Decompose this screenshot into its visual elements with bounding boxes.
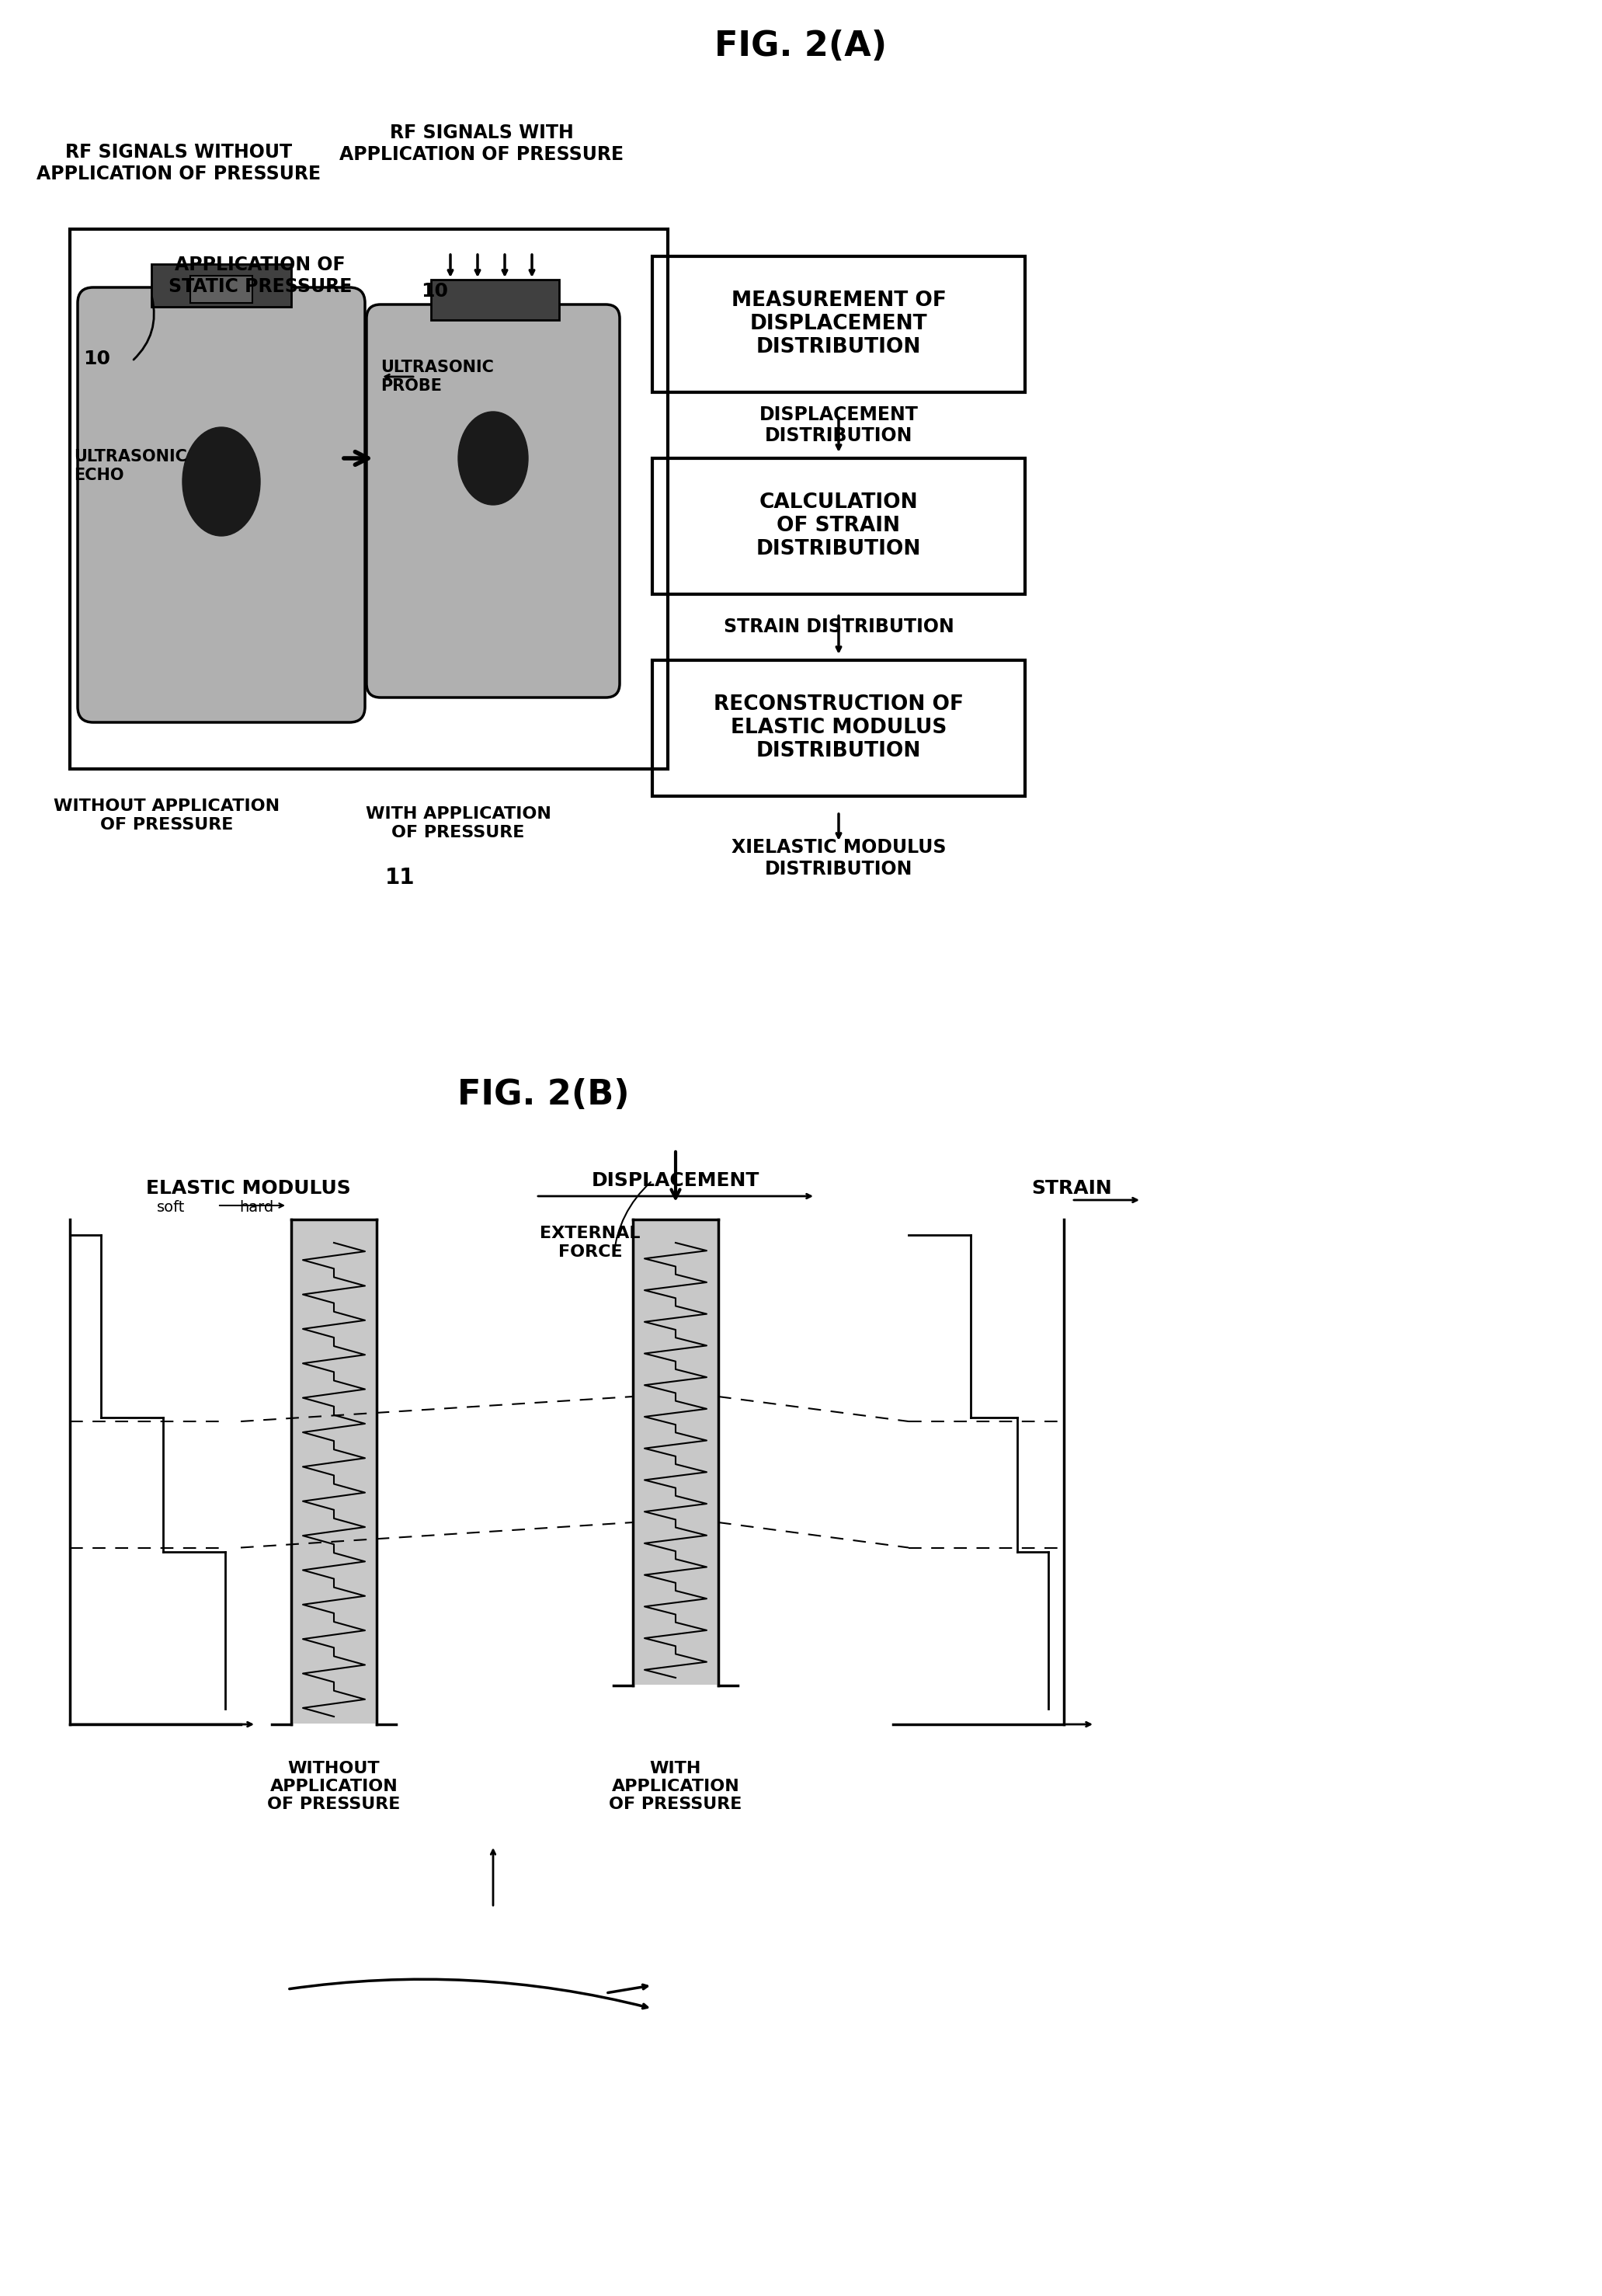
Text: ULTRASONIC
PROBE: ULTRASONIC PROBE	[381, 360, 493, 393]
Text: WITHOUT
APPLICATION
OF PRESSURE: WITHOUT APPLICATION OF PRESSURE	[268, 1761, 400, 1812]
Text: DISPLACEMENT: DISPLACEMENT	[591, 1171, 759, 1189]
Text: DISPLACEMENT
DISTRIBUTION: DISPLACEMENT DISTRIBUTION	[759, 404, 918, 445]
Text: XIELASTIC MODULUS
DISTRIBUTION: XIELASTIC MODULUS DISTRIBUTION	[731, 838, 947, 879]
Bar	[191, 276, 253, 303]
Text: soft: soft	[157, 1201, 184, 1215]
Text: 10: 10	[421, 282, 449, 301]
Text: STRAIN: STRAIN	[1032, 1180, 1112, 1199]
Text: APPLICATION OF
STATIC PRESSURE: APPLICATION OF STATIC PRESSURE	[168, 255, 352, 296]
FancyBboxPatch shape	[652, 459, 1025, 595]
Text: ELASTIC MODULUS: ELASTIC MODULUS	[146, 1180, 351, 1199]
Bar	[292, 1219, 376, 1724]
Text: WITH APPLICATION
OF PRESSURE: WITH APPLICATION OF PRESSURE	[365, 806, 551, 840]
Text: WITH
APPLICATION
OF PRESSURE: WITH APPLICATION OF PRESSURE	[609, 1761, 742, 1812]
FancyBboxPatch shape	[652, 661, 1025, 797]
Ellipse shape	[458, 411, 529, 505]
Bar	[152, 264, 292, 308]
Ellipse shape	[183, 427, 260, 535]
Bar	[431, 280, 559, 319]
Text: WITHOUT APPLICATION
OF PRESSURE: WITHOUT APPLICATION OF PRESSURE	[54, 799, 280, 833]
Text: 11: 11	[384, 868, 415, 889]
Text: RECONSTRUCTION OF
ELASTIC MODULUS
DISTRIBUTION: RECONSTRUCTION OF ELASTIC MODULUS DISTRI…	[713, 696, 964, 762]
Text: MEASUREMENT OF
DISPLACEMENT
DISTRIBUTION: MEASUREMENT OF DISPLACEMENT DISTRIBUTION	[731, 292, 947, 358]
FancyBboxPatch shape	[367, 305, 620, 698]
Text: RF SIGNALS WITHOUT
APPLICATION OF PRESSURE: RF SIGNALS WITHOUT APPLICATION OF PRESSU…	[37, 142, 320, 184]
FancyBboxPatch shape	[77, 287, 365, 723]
Text: EXTERNAL
FORCE: EXTERNAL FORCE	[540, 1226, 641, 1261]
FancyBboxPatch shape	[652, 257, 1025, 393]
Text: hard: hard	[239, 1201, 274, 1215]
Text: FIG. 2(A): FIG. 2(A)	[714, 30, 888, 64]
Text: 10: 10	[83, 349, 111, 367]
Text: CALCULATION
OF STRAIN
DISTRIBUTION: CALCULATION OF STRAIN DISTRIBUTION	[756, 494, 921, 560]
Text: FIG. 2(B): FIG. 2(B)	[458, 1079, 630, 1111]
Text: STRAIN DISTRIBUTION: STRAIN DISTRIBUTION	[724, 618, 953, 636]
Bar	[634, 1219, 718, 1685]
Text: RF SIGNALS WITH
APPLICATION OF PRESSURE: RF SIGNALS WITH APPLICATION OF PRESSURE	[340, 124, 623, 163]
Text: ULTRASONIC
ECHO: ULTRASONIC ECHO	[74, 450, 187, 482]
